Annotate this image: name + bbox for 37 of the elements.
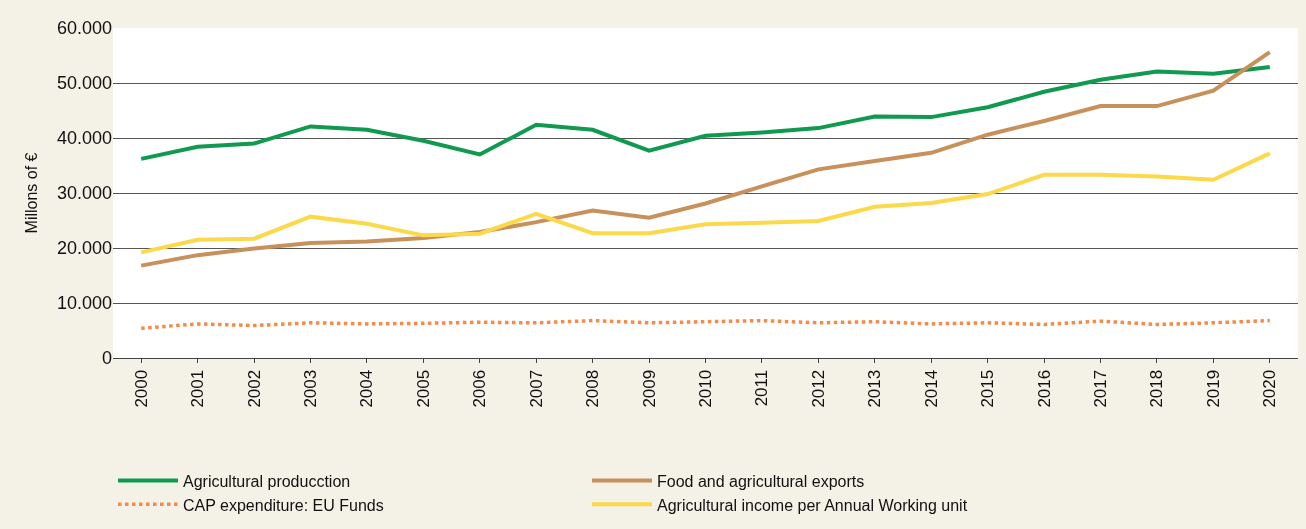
legend-label: Agricultural income per Annual Working unit (657, 496, 968, 514)
x-tick-label: 2017 (1091, 369, 1111, 408)
legend-label: Agricultural producction (183, 472, 351, 490)
line-series (139, 65, 1272, 161)
x-tick-label: 2010 (696, 369, 716, 408)
y-tick-label: 60.000 (56, 18, 112, 39)
x-tick-label: 2015 (978, 369, 998, 408)
y-axis-title: Millons of € (22, 152, 40, 234)
x-tick-label: 2003 (301, 369, 321, 408)
x-tick-label: 2014 (921, 369, 941, 408)
y-tick-label: 0 (101, 348, 112, 369)
x-tick-label: 2002 (244, 369, 264, 408)
x-tick-label: 2004 (357, 369, 377, 408)
y-tick-label: 20.000 (56, 238, 112, 259)
x-tick-label: 2009 (639, 369, 659, 408)
line-series (139, 151, 1272, 255)
y-tick-label: 10.000 (56, 293, 112, 314)
line-series (139, 50, 1272, 268)
x-tick-label: 2006 (470, 369, 490, 408)
y-tick-label: 30.000 (56, 183, 112, 204)
x-tick-label: 2008 (583, 369, 603, 408)
line-series (139, 318, 1272, 331)
x-tick-label: 2012 (808, 369, 828, 408)
legend-label: CAP expenditure: EU Funds (183, 496, 384, 514)
x-tick-label: 2000 (131, 369, 151, 408)
x-tick-label: 2020 (1260, 369, 1280, 408)
x-tick-label: 2018 (1147, 369, 1167, 408)
x-tick-label: 2001 (188, 369, 208, 408)
x-tick-label: 2016 (1034, 369, 1054, 408)
legend-label: Food and agricultural exports (657, 472, 865, 490)
x-tick-label: 2019 (1203, 369, 1223, 408)
x-tick-label: 2013 (865, 369, 885, 408)
y-tick-label: 50.000 (56, 73, 112, 94)
y-tick-label: 40.000 (56, 128, 112, 149)
x-tick-label: 2005 (413, 369, 433, 408)
x-tick-label: 2007 (526, 369, 546, 408)
x-tick-label: 2011 (752, 369, 772, 407)
